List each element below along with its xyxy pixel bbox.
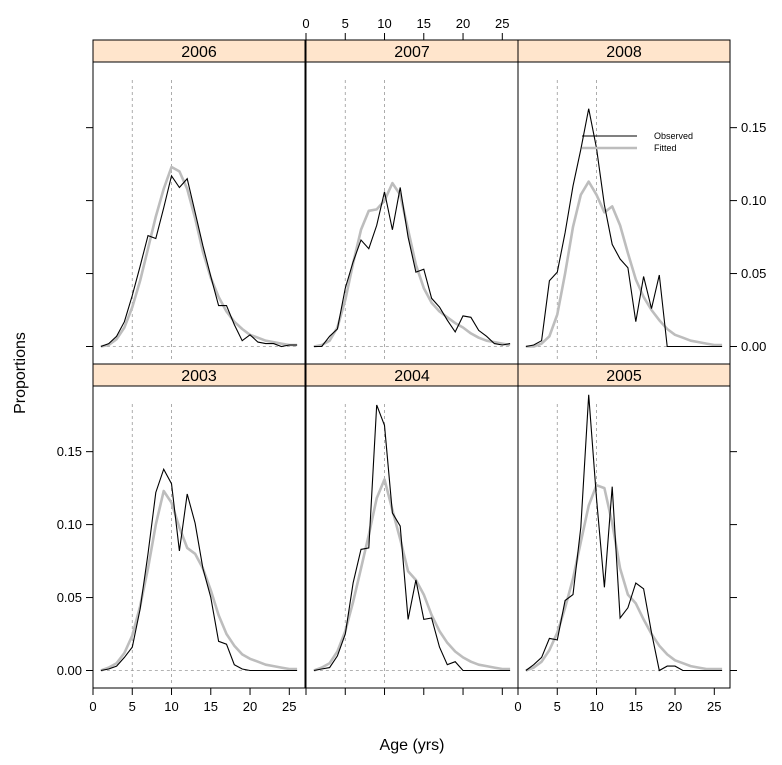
x-tick-label-bottom: 15 bbox=[204, 699, 218, 714]
strip-label-2004: 2004 bbox=[394, 368, 430, 385]
x-tick-label-bottom: 5 bbox=[129, 699, 136, 714]
y-tick-label-left: 0.05 bbox=[57, 590, 82, 605]
x-tick-label-top: 20 bbox=[456, 16, 470, 31]
strip-label-2003: 2003 bbox=[181, 368, 217, 385]
series-observed-2008 bbox=[525, 108, 723, 348]
y-tick-label-left: 0.15 bbox=[57, 444, 82, 459]
panel-frame-2005 bbox=[517, 385, 731, 689]
panel-2007: 2007 bbox=[305, 39, 519, 365]
series-fitted-2004 bbox=[313, 478, 511, 672]
series-observed-2005 bbox=[525, 394, 723, 672]
panel-2006: 2006 bbox=[92, 39, 306, 365]
panel-frame-2003 bbox=[92, 385, 306, 689]
x-tick-label-top: 5 bbox=[342, 16, 349, 31]
x-tick-label-top: 25 bbox=[495, 16, 509, 31]
series-fitted-2008 bbox=[525, 180, 723, 348]
x-tick-label-bottom: 15 bbox=[629, 699, 643, 714]
strip-label-2005: 2005 bbox=[606, 368, 642, 385]
strip-label-2007: 2007 bbox=[394, 44, 430, 61]
y-tick-label-right: 0.15 bbox=[741, 120, 766, 135]
x-tick-label-bottom: 0 bbox=[89, 699, 96, 714]
series-observed-2004 bbox=[313, 404, 511, 672]
strip-label-2008: 2008 bbox=[606, 44, 642, 61]
x-tick-label-bottom: 20 bbox=[243, 699, 257, 714]
x-tick-label-top: 15 bbox=[417, 16, 431, 31]
x-tick-label-bottom: 10 bbox=[164, 699, 178, 714]
y-axis-title: Proportions bbox=[12, 332, 29, 414]
panel-2008: 2008 bbox=[517, 39, 731, 365]
x-tick-label-bottom: 20 bbox=[668, 699, 682, 714]
x-tick-label-bottom: 10 bbox=[589, 699, 603, 714]
x-axis-title: Age (yrs) bbox=[380, 737, 445, 754]
x-tick-label-bottom: 5 bbox=[554, 699, 561, 714]
series-observed-2003 bbox=[100, 467, 298, 672]
legend-label-observed: Observed bbox=[654, 131, 693, 141]
panel-2003: 2003 bbox=[92, 363, 306, 689]
series-fitted-2005 bbox=[525, 483, 723, 672]
y-tick-label-left: 0.10 bbox=[57, 517, 82, 532]
panel-frame-2008 bbox=[517, 61, 731, 365]
x-tick-label-top: 10 bbox=[377, 16, 391, 31]
x-tick-label-bottom: 0 bbox=[514, 699, 521, 714]
series-observed-2007 bbox=[313, 187, 511, 348]
x-tick-label-top: 0 bbox=[302, 16, 309, 31]
y-tick-label-right: 0.00 bbox=[741, 339, 766, 354]
panel-2004: 2004 bbox=[305, 363, 519, 689]
x-tick-label-bottom: 25 bbox=[707, 699, 721, 714]
series-observed-2006 bbox=[100, 174, 298, 348]
strip-label-2006: 2006 bbox=[181, 44, 217, 61]
panel-2005: 2005 bbox=[517, 363, 731, 689]
y-tick-label-right: 0.10 bbox=[741, 193, 766, 208]
panel-frame-2007 bbox=[305, 61, 519, 365]
series-fitted-2003 bbox=[100, 489, 298, 672]
panel-frame-2004 bbox=[305, 385, 519, 689]
x-tick-label-bottom: 25 bbox=[282, 699, 296, 714]
series-fitted-2006 bbox=[100, 165, 298, 348]
legend-label-fitted: Fitted bbox=[654, 143, 677, 153]
axes: 0.00 0.00 0.05 0.05 0.10 0.10 0.15 0.15 0 0 0 5 5 5 10… bbox=[57, 16, 767, 714]
y-tick-label-left: 0.00 bbox=[57, 663, 82, 678]
y-tick-label-right: 0.05 bbox=[741, 266, 766, 281]
legend: Observed Fitted bbox=[582, 131, 693, 153]
series-fitted-2007 bbox=[313, 181, 511, 348]
